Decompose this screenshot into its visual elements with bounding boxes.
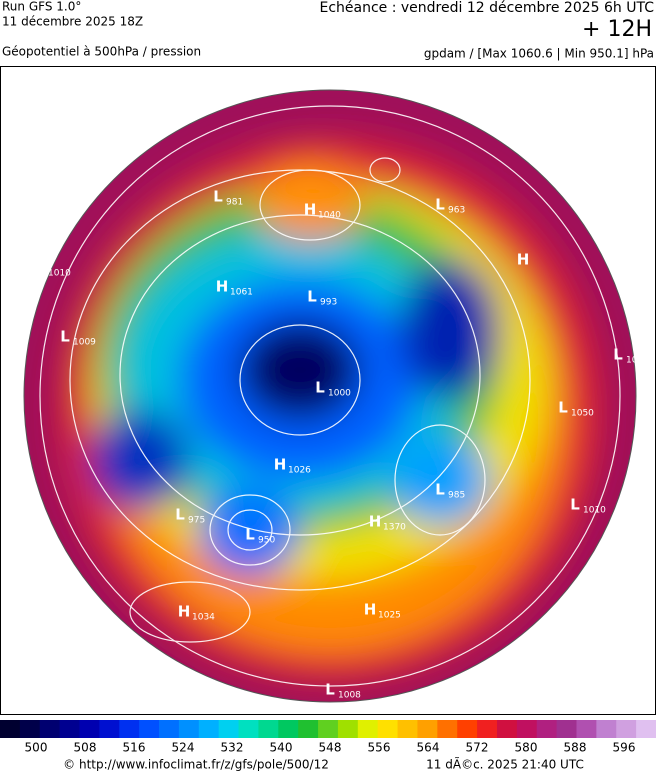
center-pressure: 1026 [288, 466, 311, 476]
colorbar-swatch [516, 720, 538, 738]
center-letter: L [435, 481, 445, 499]
center-pressure: 993 [320, 298, 337, 308]
source-url: © http://www.infoclimat.fr/z/gfs/pole/50… [63, 758, 329, 772]
colorbar-label: 564 [417, 741, 440, 755]
colorbar-swatch [576, 720, 597, 738]
center-letter: H [304, 201, 317, 219]
colorbar-label: 548 [319, 741, 342, 755]
center-letter: L [245, 526, 255, 544]
center-letter: H [178, 603, 191, 621]
center-letter: L [435, 196, 445, 214]
center-letter: L [35, 259, 45, 277]
colorbar-swatch [556, 720, 577, 738]
colorbar-label: 572 [466, 741, 489, 755]
center-pressure: 1010 [583, 506, 606, 516]
center-letter: L [213, 188, 223, 206]
center-pressure: 950 [258, 536, 275, 546]
field-units: gpdam / [Max 1060.6 | Min 950.1] hPa [424, 47, 654, 61]
map-edge [23, 89, 637, 703]
colorbar-swatch [337, 720, 359, 738]
colorbar-label: 540 [270, 741, 293, 755]
colorbar-swatch [496, 720, 518, 738]
colorbar-swatch [139, 720, 160, 738]
center-letter: L [613, 346, 623, 364]
colorbar-swatch [298, 720, 319, 738]
center-letter: L [570, 496, 580, 514]
generated-time: 11 dÃ©c. 2025 21:40 UTC [426, 757, 584, 772]
colorbar-label: 508 [74, 741, 97, 755]
center-pressure: 1040 [318, 211, 341, 221]
center-pressure: 981 [226, 198, 243, 208]
colorbar-swatch [99, 720, 120, 738]
center-pressure: 975 [188, 516, 205, 526]
center-pressure: 1007 [626, 356, 649, 366]
colorbar-label: 516 [123, 741, 146, 755]
center-letter: L [558, 399, 568, 417]
center-letter: L [60, 328, 70, 346]
colorbar-label: 500 [25, 741, 48, 755]
center-letter: H [274, 456, 287, 474]
colorbar-swatch [258, 720, 279, 738]
run-label: Run GFS 1.0° [2, 0, 81, 14]
colorbar-swatch [59, 720, 81, 738]
colorbar-swatch [159, 720, 180, 738]
center-letter: L [315, 379, 325, 397]
colorbar-swatch [357, 720, 379, 738]
colorbar-swatch [19, 720, 41, 738]
center-pressure: 1025 [378, 611, 401, 621]
colorbar-label: 532 [221, 741, 244, 755]
center-letter: H [216, 278, 229, 296]
run-date: 11 décembre 2025 18Z [2, 15, 143, 29]
colorbar-swatch [79, 720, 100, 738]
center-pressure: 1034 [192, 613, 215, 623]
colorbar-swatch [178, 720, 200, 738]
colorbar-swatch [377, 720, 399, 738]
colorbar-label: 580 [515, 741, 538, 755]
center-letter: L [325, 681, 335, 699]
field-name: Géopotentiel à 500hPa / pression [2, 45, 201, 59]
colorbar-swatch [636, 720, 656, 738]
center-letter: L [175, 506, 185, 524]
colorbar-swatch [218, 720, 240, 738]
colorbar-swatch [119, 720, 140, 738]
center-pressure: 1009 [73, 338, 96, 348]
colorbar-swatch [238, 720, 259, 738]
lead-time: + 12H [582, 17, 652, 42]
colorbar-label: 588 [564, 741, 587, 755]
colorbar-swatch [0, 720, 21, 738]
colorbar-swatch [596, 720, 617, 738]
colorbar-label: 556 [368, 741, 391, 755]
colorbar-swatch [477, 720, 498, 738]
colorbar-swatch [457, 720, 478, 738]
colorbar-label: 524 [172, 741, 195, 755]
colorbar-swatch [198, 720, 220, 738]
center-pressure: 1061 [230, 288, 253, 298]
colorbar-label: 596 [613, 741, 636, 755]
center-pressure: 1008 [338, 691, 361, 701]
colorbar-swatch [318, 720, 339, 738]
center-pressure: 1010 [48, 269, 71, 279]
center-pressure: 963 [448, 206, 465, 216]
colorbar-swatch [437, 720, 458, 738]
center-letter: H [369, 513, 382, 531]
center-pressure: 985 [448, 491, 465, 501]
colorbar-swatch [397, 720, 418, 738]
center-letter: H [517, 251, 530, 269]
colorbar-swatch [536, 720, 558, 738]
map-disk [24, 90, 636, 702]
colorbar-swatch [616, 720, 637, 738]
center-pressure: 1050 [571, 409, 594, 419]
colorbar-swatch [278, 720, 299, 738]
center-pressure: 1000 [328, 389, 351, 399]
colorbar-swatch [39, 720, 61, 738]
center-letter: H [364, 601, 377, 619]
colorbar-swatch [417, 720, 438, 738]
forecast-time: Echéance : vendredi 12 décembre 2025 6h … [319, 0, 654, 16]
center-letter: L [307, 288, 317, 306]
center-pressure: 1370 [383, 523, 406, 533]
